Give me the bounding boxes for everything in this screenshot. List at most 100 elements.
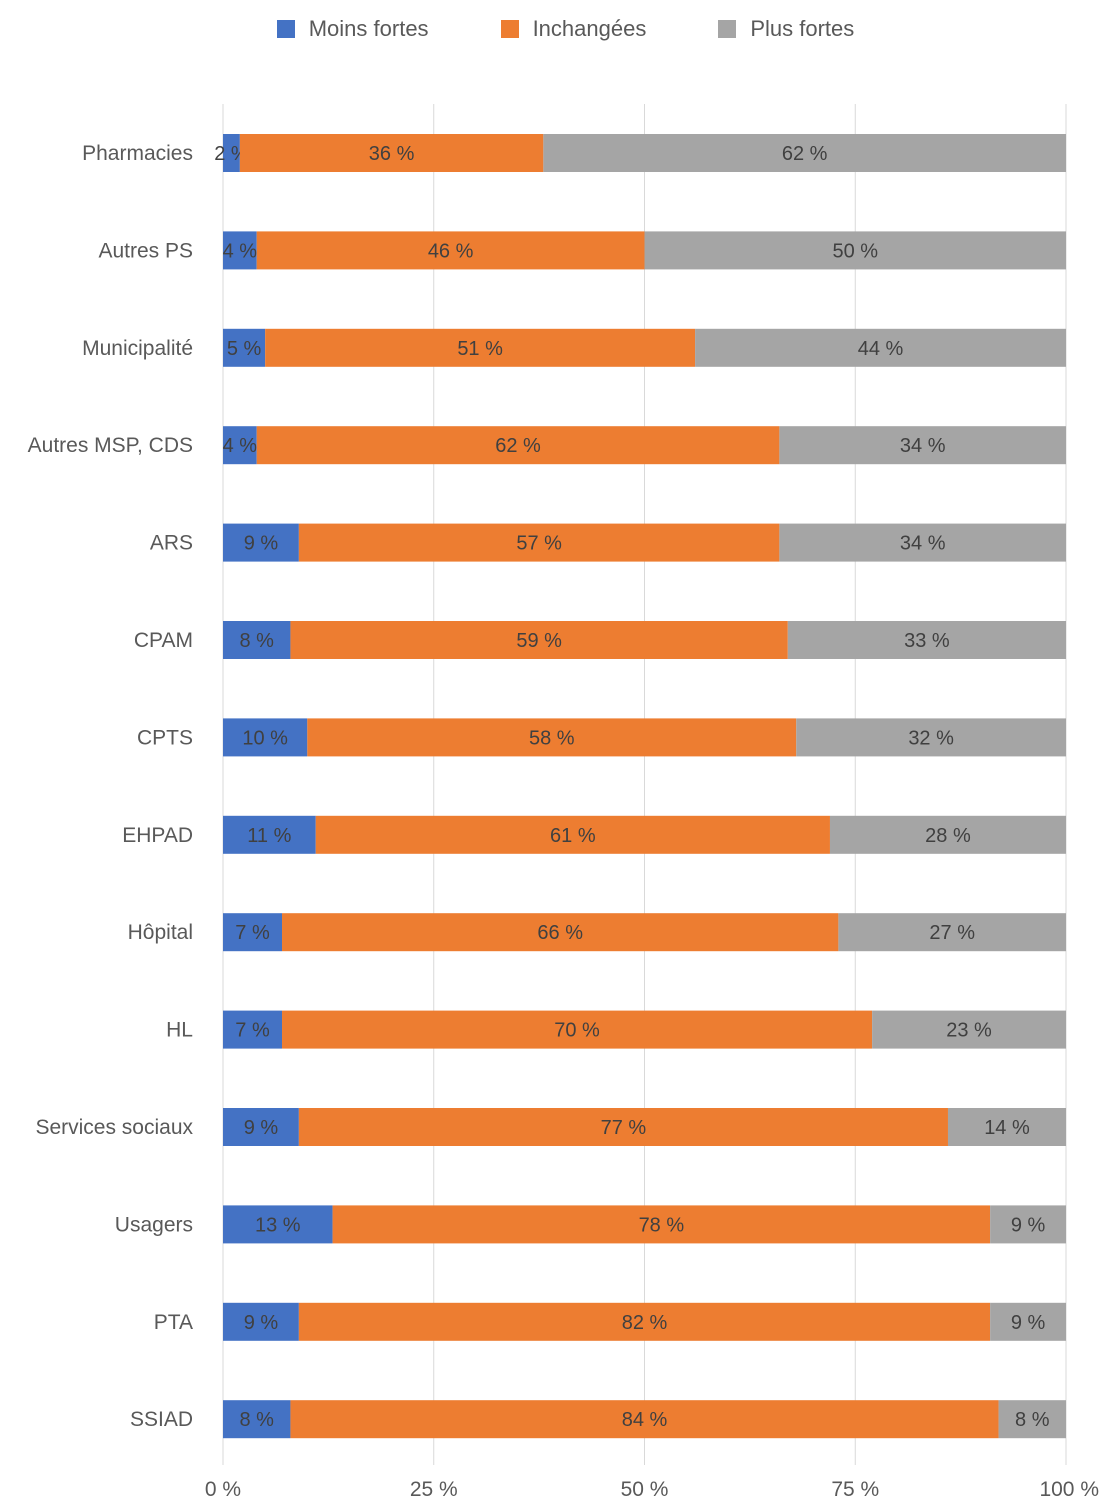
data-label-plus-fortes-pharmacies: 62 % <box>782 143 828 165</box>
legend-label-inchangees: Inchangées <box>532 16 647 41</box>
bar-moins-fortes-ars <box>223 523 299 562</box>
data-label-plus-fortes-municipalite: 44 % <box>858 338 904 360</box>
bar-inchangees-ehpad <box>315 815 830 854</box>
bar-moins-fortes-usagers <box>223 1205 333 1244</box>
bar-plus-fortes-ars <box>779 523 1066 562</box>
legend-item-plus-fortes: Plus fortes <box>690 16 854 42</box>
bar-inchangees-pharmacies <box>239 134 544 172</box>
data-label-plus-fortes-services-sociaux: 14 % <box>984 1117 1030 1139</box>
bar-plus-fortes-hl <box>872 1010 1066 1049</box>
legend-item-moins-fortes: Moins fortes <box>249 16 429 42</box>
bar-plus-fortes-cpam <box>787 621 1066 659</box>
data-label-inchangees-pharmacies: 36 % <box>369 143 415 165</box>
bar-moins-fortes-pta <box>223 1302 299 1341</box>
data-label-inchangees-ars: 57 % <box>516 533 562 555</box>
category-label-autres-msp-cds: Autres MSP, CDS <box>28 434 193 457</box>
bar-inchangees-municipalite <box>265 328 696 367</box>
data-label-moins-fortes-cpam: 8 % <box>239 630 274 652</box>
data-label-plus-fortes-hl: 23 % <box>946 1020 992 1042</box>
legend: Moins fortes Inchangées Plus fortes <box>0 16 1103 42</box>
data-label-moins-fortes-hopital: 7 % <box>235 922 270 944</box>
data-label-plus-fortes-cpam: 33 % <box>904 630 950 652</box>
data-label-inchangees-ssiad: 84 % <box>622 1409 668 1431</box>
data-label-inchangees-ehpad: 61 % <box>550 825 596 847</box>
data-label-moins-fortes-pta: 9 % <box>244 1312 279 1334</box>
x-tick-label-2: 50 % <box>621 1478 669 1500</box>
legend-swatch-inchangees <box>500 20 519 38</box>
data-label-inchangees-services-sociaux: 77 % <box>601 1117 647 1139</box>
category-label-ssiad: SSIAD <box>130 1408 193 1431</box>
bar-plus-fortes-autres-msp-cds <box>779 426 1066 465</box>
bar-moins-fortes-pharmacies <box>223 134 240 172</box>
bar-moins-fortes-autres-ps <box>223 231 257 270</box>
legend-label-plus-fortes: Plus fortes <box>750 16 855 41</box>
data-label-plus-fortes-hopital: 27 % <box>929 922 975 944</box>
bar-moins-fortes-municipalite <box>223 328 266 367</box>
data-label-plus-fortes-pta: 9 % <box>1011 1312 1046 1334</box>
legend-swatch-moins-fortes <box>276 20 295 38</box>
bar-plus-fortes-ssiad <box>998 1400 1066 1439</box>
data-label-inchangees-municipalite: 51 % <box>457 338 503 360</box>
data-label-plus-fortes-usagers: 9 % <box>1011 1214 1046 1236</box>
bar-inchangees-hl <box>282 1010 873 1049</box>
bar-moins-fortes-cpts <box>223 718 308 757</box>
data-label-inchangees-cpts: 58 % <box>529 727 575 749</box>
data-label-plus-fortes-ars: 34 % <box>900 533 946 555</box>
data-label-plus-fortes-cpts: 32 % <box>908 727 954 749</box>
bar-plus-fortes-pharmacies <box>543 134 1066 172</box>
bar-moins-fortes-ssiad <box>223 1400 291 1439</box>
data-label-plus-fortes-autres-ps: 50 % <box>832 240 878 262</box>
bar-moins-fortes-cpam <box>223 621 291 659</box>
category-label-autres-ps: Autres PS <box>98 239 193 262</box>
bar-inchangees-cpts <box>307 718 797 757</box>
bar-inchangees-autres-msp-cds <box>256 426 780 465</box>
category-label-pharmacies: Pharmacies <box>82 142 193 165</box>
legend-swatch-plus-fortes <box>718 20 737 38</box>
data-label-moins-fortes-hl: 7 % <box>235 1020 270 1042</box>
category-label-hl: HL <box>166 1019 193 1042</box>
data-label-plus-fortes-ssiad: 8 % <box>1015 1409 1050 1431</box>
category-label-municipalite: Municipalité <box>82 337 193 360</box>
category-label-hopital: Hôpital <box>128 921 193 944</box>
data-label-inchangees-hl: 70 % <box>554 1020 600 1042</box>
bar-inchangees-pta <box>298 1302 991 1341</box>
data-label-moins-fortes-usagers: 13 % <box>255 1214 301 1236</box>
bar-plus-fortes-municipalite <box>695 328 1066 367</box>
bar-moins-fortes-autres-msp-cds <box>223 426 257 465</box>
category-label-services-sociaux: Services sociaux <box>35 1116 193 1139</box>
bar-plus-fortes-ehpad <box>829 815 1066 854</box>
data-label-moins-fortes-services-sociaux: 9 % <box>244 1117 279 1139</box>
bar-inchangees-ars <box>298 523 780 562</box>
category-label-ars: ARS <box>150 532 193 555</box>
bar-inchangees-cpam <box>290 621 788 659</box>
bar-inchangees-autres-ps <box>256 231 645 270</box>
bar-moins-fortes-services-sociaux <box>223 1108 299 1146</box>
bar-moins-fortes-ehpad <box>223 815 316 854</box>
category-label-cpam: CPAM <box>134 629 193 652</box>
x-tick-label-1: 25 % <box>410 1478 458 1500</box>
x-tick-label-0: 0 % <box>205 1478 241 1500</box>
bar-plus-fortes-pta <box>990 1302 1066 1341</box>
bar-inchangees-hopital <box>282 913 839 952</box>
data-label-plus-fortes-autres-msp-cds: 34 % <box>900 435 946 457</box>
bar-plus-fortes-cpts <box>796 718 1066 757</box>
data-label-moins-fortes-ehpad: 11 % <box>247 825 291 847</box>
data-label-inchangees-usagers: 78 % <box>639 1214 685 1236</box>
data-label-moins-fortes-ars: 9 % <box>244 533 279 555</box>
bar-inchangees-services-sociaux <box>298 1108 948 1146</box>
bar-inchangees-usagers <box>332 1205 991 1244</box>
x-tick-label-4: 100 % <box>1039 1478 1099 1500</box>
bar-inchangees-ssiad <box>290 1400 999 1439</box>
bar-plus-fortes-autres-ps <box>644 231 1066 270</box>
x-tick-label-3: 75 % <box>831 1478 879 1500</box>
data-label-inchangees-cpam: 59 % <box>516 630 562 652</box>
data-label-inchangees-hopital: 66 % <box>537 922 583 944</box>
bar-moins-fortes-hopital <box>223 913 283 952</box>
data-label-moins-fortes-autres-msp-cds: 4 % <box>223 435 258 457</box>
category-label-ehpad: EHPAD <box>122 824 193 847</box>
category-label-cpts: CPTS <box>137 726 193 749</box>
legend-label-moins-fortes: Moins fortes <box>308 16 429 41</box>
bar-plus-fortes-hopital <box>838 913 1066 952</box>
